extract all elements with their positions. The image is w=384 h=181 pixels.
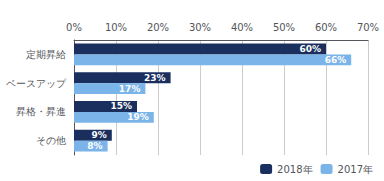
svg-text:定期昇給: 定期昇給 (26, 49, 66, 60)
svg-text:17%: 17% (119, 84, 141, 94)
svg-text:50%: 50% (273, 22, 295, 33)
svg-text:0%: 0% (66, 22, 82, 33)
svg-text:ベースアップ: ベースアップ (6, 78, 67, 89)
svg-text:30%: 30% (189, 22, 211, 33)
svg-text:2018年: 2018年 (277, 164, 312, 175)
svg-text:40%: 40% (231, 22, 253, 33)
svg-text:23%: 23% (144, 73, 166, 83)
svg-text:19%: 19% (127, 112, 149, 122)
svg-text:8%: 8% (87, 141, 102, 151)
svg-text:20%: 20% (147, 22, 169, 33)
svg-text:9%: 9% (92, 130, 107, 140)
svg-text:60%: 60% (315, 22, 337, 33)
svg-text:66%: 66% (325, 55, 347, 65)
svg-text:10%: 10% (105, 22, 127, 33)
svg-text:15%: 15% (110, 101, 132, 111)
svg-text:昇格・昇進: 昇格・昇進 (16, 106, 66, 117)
svg-text:70%: 70% (357, 22, 379, 33)
svg-text:2017年: 2017年 (338, 164, 373, 175)
svg-text:60%: 60% (299, 44, 321, 54)
svg-text:その他: その他 (36, 135, 66, 146)
